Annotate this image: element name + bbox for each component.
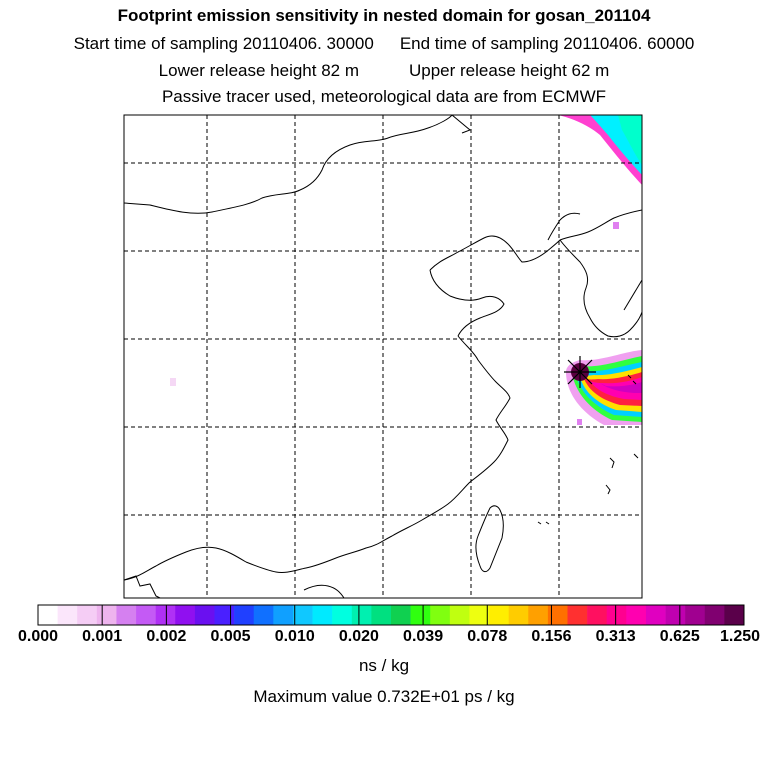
map-frame	[123, 114, 643, 599]
colorbar-cell	[292, 605, 313, 625]
release-height-line: Lower release height 82 m Upper release h…	[0, 61, 768, 81]
colorbar-cell	[234, 605, 255, 625]
lower-release-label: Lower release height 82 m	[158, 61, 359, 80]
footprint-plume-northeast	[558, 115, 642, 185]
end-time-label: End time of sampling 20110406. 60000	[399, 34, 695, 53]
colorbar-cell	[704, 605, 725, 625]
maximum-value: Maximum value 0.732E+01 ps / kg	[253, 687, 515, 706]
colorbar-cell	[312, 605, 333, 625]
colorbar-cell	[685, 605, 706, 625]
start-time-label: Start time of sampling 20110406. 30000	[73, 34, 374, 53]
footprint-speck	[613, 222, 619, 229]
footprint-plume-east	[566, 350, 642, 425]
colorbar-tick-label: 0.313	[595, 628, 636, 645]
colorbar-tick-label: 0.156	[531, 628, 572, 645]
graticule	[124, 115, 642, 598]
colorbar-tick-label: 0.078	[467, 628, 508, 645]
tracer-note: Passive tracer used, meteorological data…	[161, 87, 607, 106]
colorbar-tick-label: 0.002	[146, 628, 187, 645]
colorbar-tick-label: 0.039	[403, 628, 444, 645]
colorbar-cell	[116, 605, 137, 625]
colorbar-tick-label: 0.020	[338, 628, 379, 645]
map-title: Footprint emission sensitivity in nested…	[117, 6, 651, 25]
footprint-speck	[577, 419, 582, 425]
colorbar-cell	[332, 605, 353, 625]
colorbar-tick-label: 1.250	[719, 628, 761, 645]
colorbar-cell	[430, 605, 451, 625]
map-area	[124, 115, 642, 598]
colorbar-cell	[214, 605, 235, 625]
colorbar-cell	[57, 605, 78, 625]
colorbar-major-ticks	[37, 605, 745, 625]
colorbar-cell	[410, 605, 431, 625]
colorbar-cell	[606, 605, 627, 625]
colorbar-tick-label: 0.010	[274, 628, 315, 645]
colorbar-cell	[391, 605, 411, 625]
colorbar-cell	[273, 605, 294, 625]
colorbar	[38, 605, 745, 625]
colorbar-cell	[38, 605, 58, 625]
colorbar-cell	[489, 605, 509, 625]
sampling-time-line: Start time of sampling 20110406. 30000 En…	[0, 34, 768, 54]
colorbar-cell	[626, 605, 647, 625]
colorbar-cell	[77, 605, 98, 625]
colorbar-cell	[469, 605, 490, 625]
colorbar-cell	[508, 605, 529, 625]
colorbar-cell	[587, 605, 608, 625]
colorbar-tick-label: 0.001	[82, 628, 123, 645]
colorbar-cell	[449, 605, 470, 625]
colorbar-tick-label: 0.000	[17, 628, 59, 645]
colorbar-cell	[175, 605, 196, 625]
upper-release-label: Upper release height 62 m	[409, 61, 610, 80]
colorbar-cell	[567, 605, 588, 625]
colorbar-cell	[371, 605, 392, 625]
colorbar-cell	[136, 605, 156, 625]
colorbar-unit: ns / kg	[358, 656, 410, 675]
colorbar-cell	[665, 605, 686, 625]
colorbar-tick-label: 0.005	[210, 628, 251, 645]
colorbar-cell	[547, 605, 568, 625]
colorbar-cell	[528, 605, 549, 625]
colorbar-cell	[155, 605, 176, 625]
colorbar-cell	[351, 605, 372, 625]
colorbar-cell	[194, 605, 215, 625]
site-marker-gosan	[564, 356, 596, 388]
colorbar-cell	[96, 605, 117, 625]
footprint-speck	[170, 378, 176, 386]
colorbar-cell	[724, 605, 745, 625]
colorbar-cell	[253, 605, 274, 625]
colorbar-cell	[645, 605, 666, 625]
colorbar-tick-label: 0.625	[659, 628, 700, 645]
